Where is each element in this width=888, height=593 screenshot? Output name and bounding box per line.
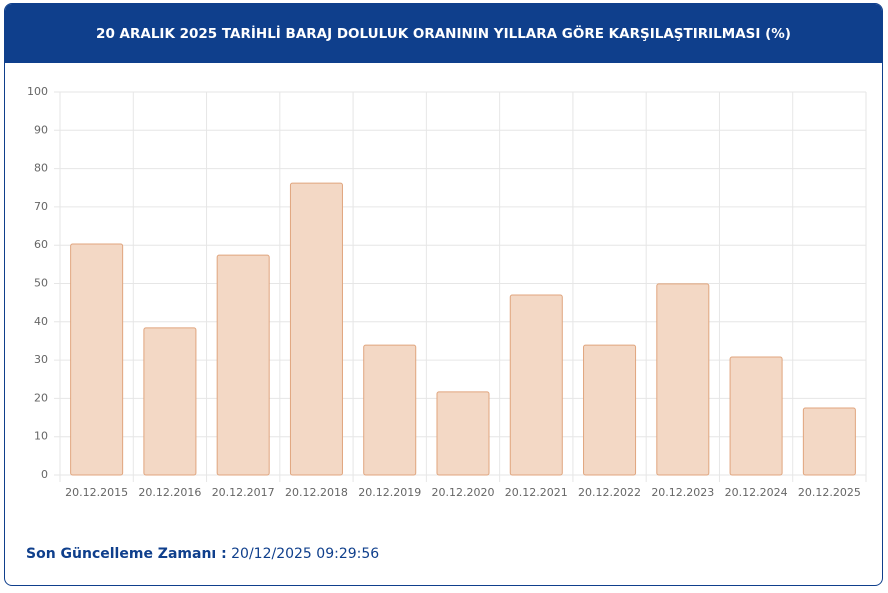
footer-label: Son Güncelleme Zamanı : — [26, 546, 227, 562]
x-tick-label: 20.12.2015 — [65, 486, 128, 499]
y-tick-label: 100 — [27, 85, 48, 98]
bar — [509, 294, 563, 476]
x-tick-label: 20.12.2020 — [432, 486, 495, 499]
bar — [656, 283, 710, 476]
y-tick-label: 90 — [34, 123, 48, 136]
y-tick-label: 20 — [34, 391, 48, 404]
bar — [729, 356, 783, 476]
card: 20 ARALIK 2025 TARİHLİ BARAJ DOLULUK ORA… — [4, 3, 883, 586]
x-tick-label: 20.12.2022 — [578, 486, 641, 499]
y-tick-label: 70 — [34, 200, 48, 213]
y-tick-label: 50 — [34, 277, 48, 290]
bar — [289, 182, 343, 476]
x-tick-label: 20.12.2016 — [138, 486, 201, 499]
y-tick-label: 10 — [34, 430, 48, 443]
footer-value: 20/12/2025 09:29:56 — [231, 546, 380, 562]
x-tick-label: 20.12.2017 — [212, 486, 275, 499]
bar — [436, 391, 490, 476]
x-tick-label: 20.12.2021 — [505, 486, 568, 499]
x-tick-label: 20.12.2019 — [358, 486, 421, 499]
bar — [216, 254, 270, 476]
bar — [583, 344, 637, 476]
y-tick-label: 60 — [34, 238, 48, 251]
bar — [363, 344, 417, 476]
x-tick-label: 20.12.2023 — [651, 486, 714, 499]
bar — [70, 243, 124, 476]
y-tick-label: 40 — [34, 315, 48, 328]
y-tick-label: 80 — [34, 162, 48, 175]
x-tick-label: 20.12.2024 — [725, 486, 788, 499]
chart-title: 20 ARALIK 2025 TARİHLİ BARAJ DOLULUK ORA… — [5, 4, 882, 63]
bar — [143, 327, 197, 476]
y-tick-label: 30 — [34, 353, 48, 366]
x-tick-label: 20.12.2025 — [798, 486, 861, 499]
x-tick-label: 20.12.2018 — [285, 486, 348, 499]
bar — [802, 407, 856, 476]
footer: Son Güncelleme Zamanı : 20/12/2025 09:29… — [26, 546, 379, 562]
y-tick-label: 0 — [41, 468, 48, 481]
